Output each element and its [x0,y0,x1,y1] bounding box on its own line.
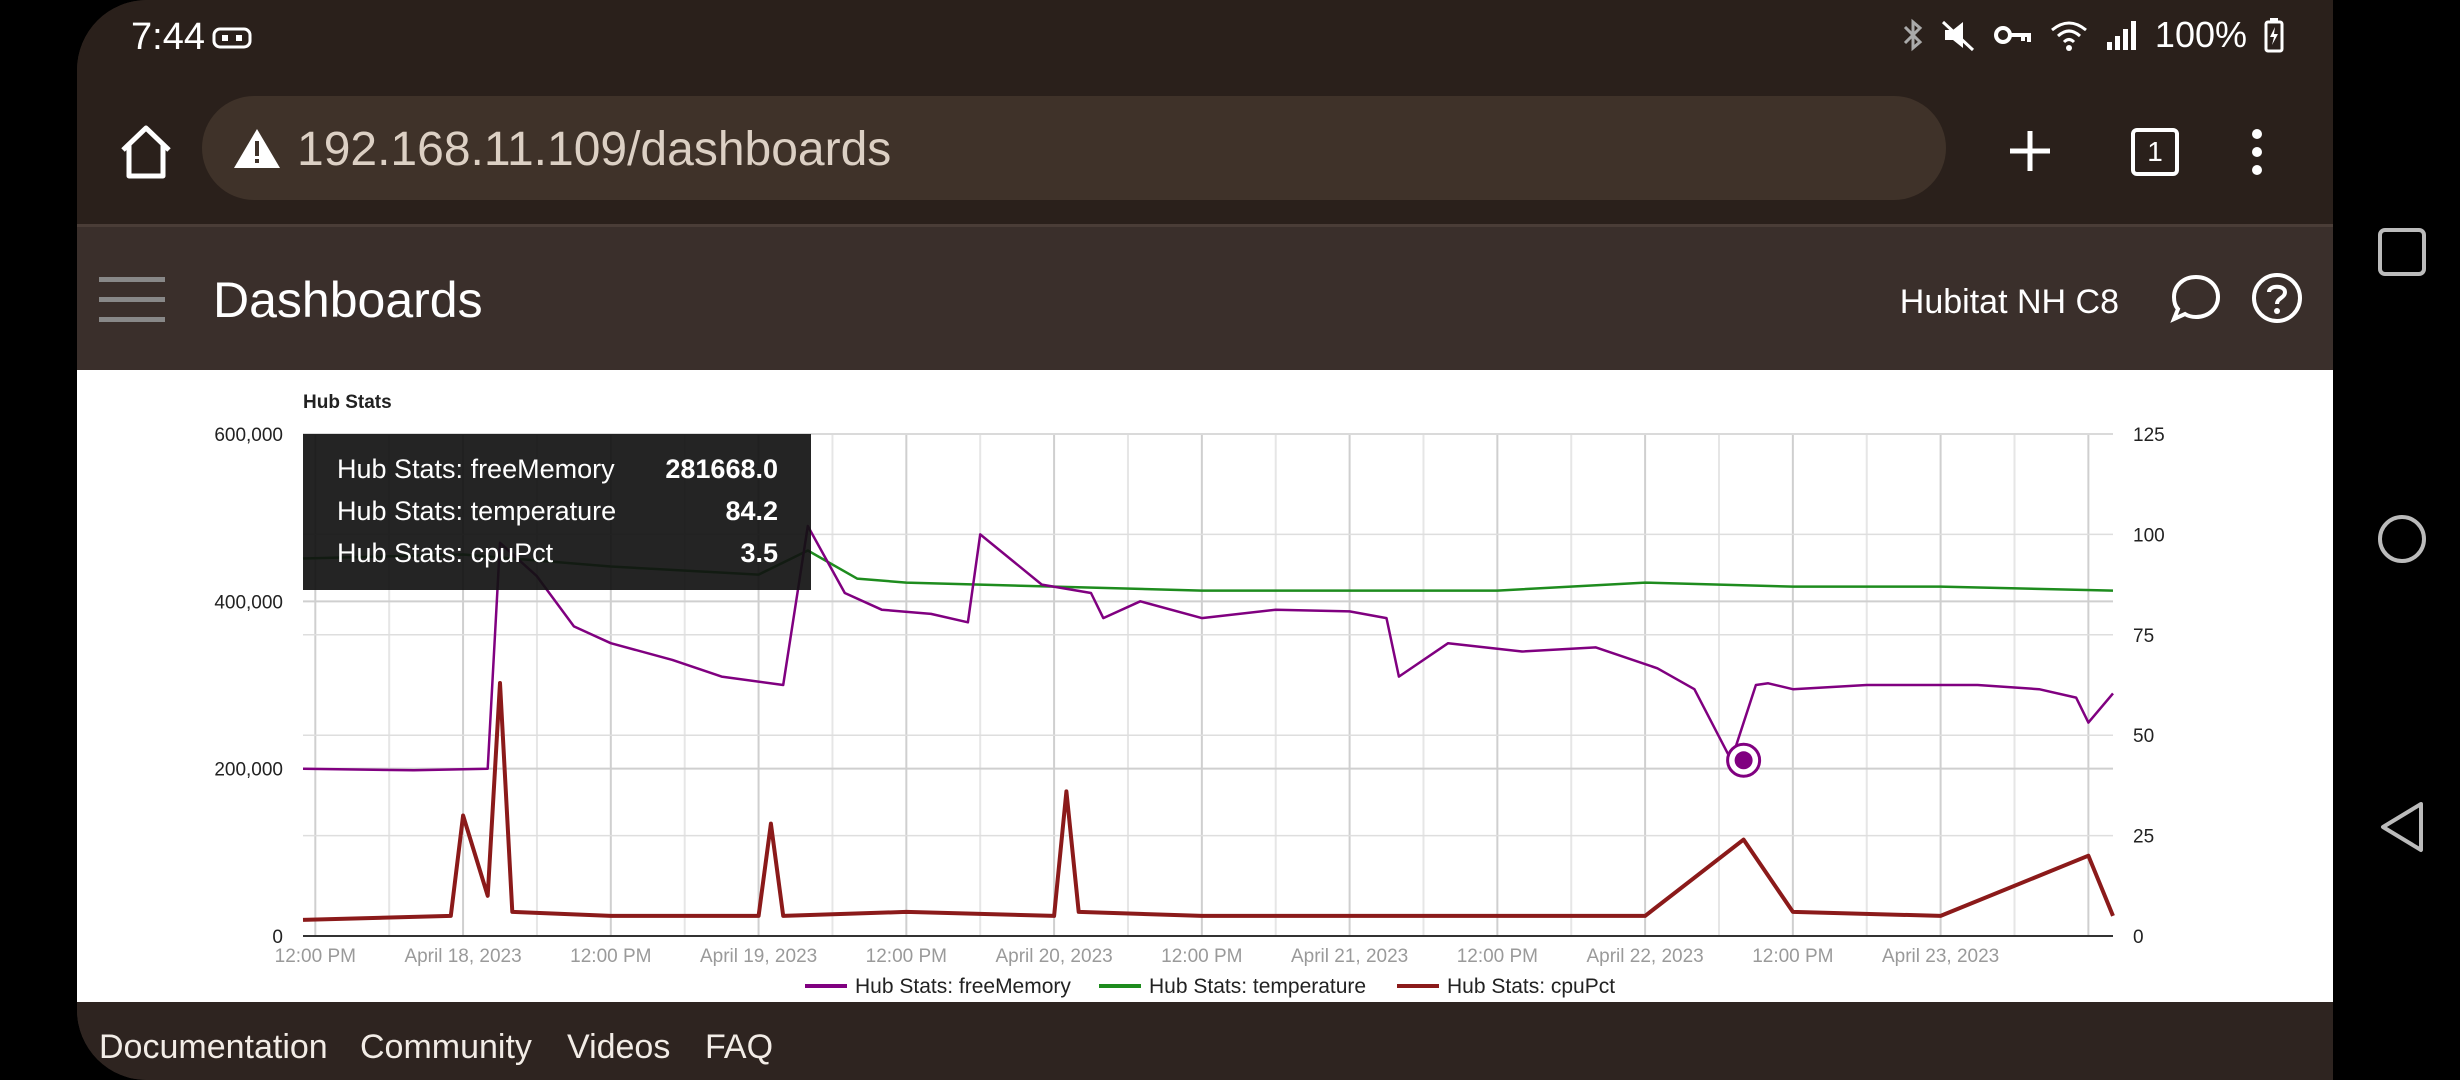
system-nav-bar [2333,0,2460,1080]
url-text[interactable]: 192.168.11.109/dashboards [297,123,892,176]
battery-percent: 100% [2154,14,2247,55]
wifi-icon [2050,21,2087,51]
right-axis-tick-label: 25 [2133,827,2154,848]
x-axis-tick-label: 12:00 PM [1752,946,1833,967]
warning-icon[interactable] [232,126,282,170]
status-bar: 7:44 100% [77,0,2333,78]
mute-icon [1941,20,1974,52]
x-axis-tick-label: April 18, 2023 [404,946,521,967]
footer-link-faq[interactable]: FAQ [705,1028,774,1066]
page-title: Dashboards [213,272,483,328]
app-header: Dashboards Hubitat NH C8 [77,224,2333,373]
footer: Documentation Community Videos FAQ [77,1002,2333,1080]
right-axis-tick-label: 50 [2133,726,2154,747]
chart-title: Hub Stats [303,392,392,413]
hub-stats-chart: 0 200,000 400,000 600,000 0 25 50 75 100 125 12:00… [214,392,2165,998]
vr-headset-icon [212,27,252,49]
hover-marker-dot [1734,751,1753,770]
tooltip-row-label: Hub Stats: cpuPct [337,538,554,568]
help-icon[interactable] [2250,271,2304,325]
status-time: 7:44 [131,16,205,58]
more-vert-icon[interactable] [2249,128,2265,176]
legend-label-0: Hub Stats: freeMemory [855,975,1071,998]
address-bar[interactable]: 192.168.11.109/dashboards [202,96,1946,200]
left-axis-tick-label: 400,000 [214,592,283,613]
left-axis-tick-label: 600,000 [214,425,283,446]
browser-toolbar: 192.168.11.109/dashboards 1 [77,78,2333,224]
signal-icon [2106,21,2136,50]
series-line-0 [302,524,2114,772]
tooltip-row-value: 84.2 [725,496,778,526]
right-axis-tick-label: 75 [2133,626,2154,647]
tooltip-row-value: 281668.0 [665,454,778,484]
tooltip-row-value: 3.5 [740,538,778,568]
recent-apps-icon[interactable] [2377,227,2427,277]
x-axis-tick-label: April 19, 2023 [700,946,817,967]
x-axis-tick-label: 12:00 PM [1161,946,1242,967]
battery-icon [2264,18,2284,53]
home-icon[interactable] [115,122,177,182]
tooltip-row-label: Hub Stats: temperature [337,496,616,526]
tooltip-box [303,434,811,590]
right-axis-tick-label: 100 [2133,525,2165,546]
legend-label-2: Hub Stats: cpuPct [1447,975,1615,998]
x-axis-tick-label: 12:00 PM [866,946,947,967]
footer-link-videos[interactable]: Videos [567,1028,671,1066]
legend-label-1: Hub Stats: temperature [1149,975,1366,998]
tooltip-row-label: Hub Stats: freeMemory [337,454,615,484]
left-axis-tick-label: 0 [272,927,283,948]
home-nav-icon[interactable] [2376,513,2428,565]
bluetooth-icon [1903,18,1923,52]
chart-container: 0 200,000 400,000 600,000 0 25 50 75 100 125 12:00… [77,370,2333,1002]
tabs-button[interactable]: 1 [2131,128,2179,176]
x-axis-tick-label: April 20, 2023 [995,946,1112,967]
chat-icon[interactable] [2170,273,2222,325]
plus-icon[interactable] [2007,128,2053,174]
vpn-key-icon [1993,26,2031,44]
series-line-2 [302,681,2115,922]
left-axis-tick-label: 200,000 [214,760,283,781]
x-axis-tick-label: April 22, 2023 [1586,946,1703,967]
tab-count: 1 [2147,136,2163,167]
right-axis-tick-label: 125 [2133,425,2165,446]
x-axis-tick-label: April 21, 2023 [1291,946,1408,967]
right-axis-tick-label: 0 [2133,927,2144,948]
phone-screen: 7:44 100% 192.168.11.109/dashboards [77,0,2333,1080]
hamburger-icon[interactable] [99,275,165,325]
x-axis-tick-label: April 23, 2023 [1882,946,1999,967]
x-axis-tick-label: 12:00 PM [275,946,356,967]
footer-link-documentation[interactable]: Documentation [99,1028,328,1066]
hub-name: Hubitat NH C8 [1899,283,2119,321]
back-icon[interactable] [2377,800,2427,854]
x-axis-tick-label: 12:00 PM [1457,946,1538,967]
status-icons: 100% [1901,14,2285,56]
footer-link-community[interactable]: Community [360,1028,532,1066]
x-axis-tick-label: 12:00 PM [570,946,651,967]
